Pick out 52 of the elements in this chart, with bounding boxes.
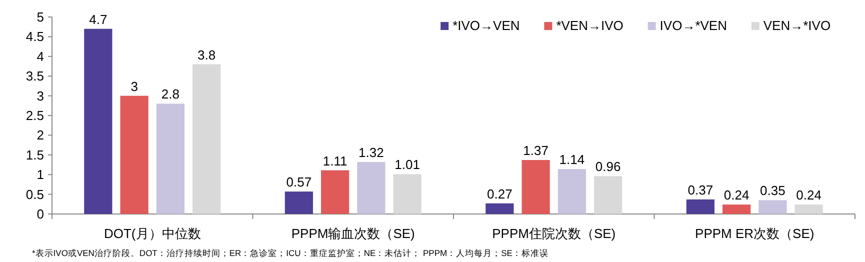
bar bbox=[357, 162, 386, 214]
data-label: 0.35 bbox=[760, 183, 786, 198]
data-label: 0.57 bbox=[286, 174, 312, 190]
data-label: 0.27 bbox=[487, 186, 512, 202]
bar bbox=[321, 170, 350, 214]
bar bbox=[393, 174, 422, 214]
y-tick-label: 4.5 bbox=[26, 29, 44, 44]
data-label: 1.37 bbox=[523, 143, 548, 158]
legend-label: *IVO→VEN bbox=[452, 18, 520, 33]
bar bbox=[686, 199, 714, 214]
y-tick-label: 0 bbox=[36, 206, 44, 222]
y-tick-label: 1.5 bbox=[26, 147, 44, 162]
bar bbox=[156, 104, 184, 214]
data-label: 4.7 bbox=[89, 12, 108, 27]
bar bbox=[758, 200, 787, 214]
legend-label: *VEN→IVO bbox=[556, 18, 624, 33]
data-label: 1.11 bbox=[322, 153, 348, 168]
bar bbox=[558, 169, 586, 214]
bar bbox=[192, 64, 221, 214]
data-label: 0.24 bbox=[796, 188, 822, 203]
bar bbox=[284, 192, 313, 214]
data-label: 3 bbox=[130, 78, 138, 94]
x-tick-label: DOT(月）中位数 bbox=[104, 226, 201, 241]
y-tick-label: 3 bbox=[36, 88, 44, 104]
bar bbox=[594, 176, 622, 214]
bar bbox=[120, 96, 148, 214]
data-label: 0.37 bbox=[688, 182, 714, 198]
y-tick-label: 3.5 bbox=[26, 68, 44, 84]
bar bbox=[522, 160, 550, 214]
y-tick-label: 1 bbox=[36, 167, 44, 182]
x-tick-label: PPPM输血次数（SE) bbox=[291, 226, 415, 241]
data-label: 0.96 bbox=[595, 159, 621, 174]
data-label: 1.14 bbox=[559, 152, 585, 168]
y-tick-label: 0.5 bbox=[26, 186, 44, 202]
text: *表示IVO或VEN治疗阶段。DOT：治疗持续时间；ER：急诊室；ICU：重症监护室；NE：未估计； PPPM：人均每月；SE：标准误 bbox=[32, 248, 548, 258]
data-label: 2.8 bbox=[161, 86, 180, 102]
data-label: 3.8 bbox=[198, 47, 216, 62]
legend-label: IVO→*VEN bbox=[660, 18, 727, 33]
y-tick-label: 2 bbox=[36, 128, 44, 143]
bar bbox=[486, 203, 514, 214]
data-label: 0.24 bbox=[724, 188, 750, 203]
y-tick-label: 5 bbox=[36, 10, 44, 24]
bar bbox=[794, 204, 823, 214]
y-tick-label: 4 bbox=[36, 48, 44, 64]
data-label: 1.32 bbox=[358, 144, 384, 160]
bar bbox=[722, 204, 751, 214]
data-label: 1.01 bbox=[394, 157, 420, 172]
legend-label: VEN→*IVO bbox=[763, 18, 831, 33]
x-tick-label: PPPM住院次数（SE) bbox=[492, 226, 616, 241]
y-tick-label: 2.5 bbox=[26, 108, 44, 123]
bar bbox=[84, 28, 112, 214]
x-tick-label: PPPM ER次数（SE) bbox=[695, 226, 814, 241]
